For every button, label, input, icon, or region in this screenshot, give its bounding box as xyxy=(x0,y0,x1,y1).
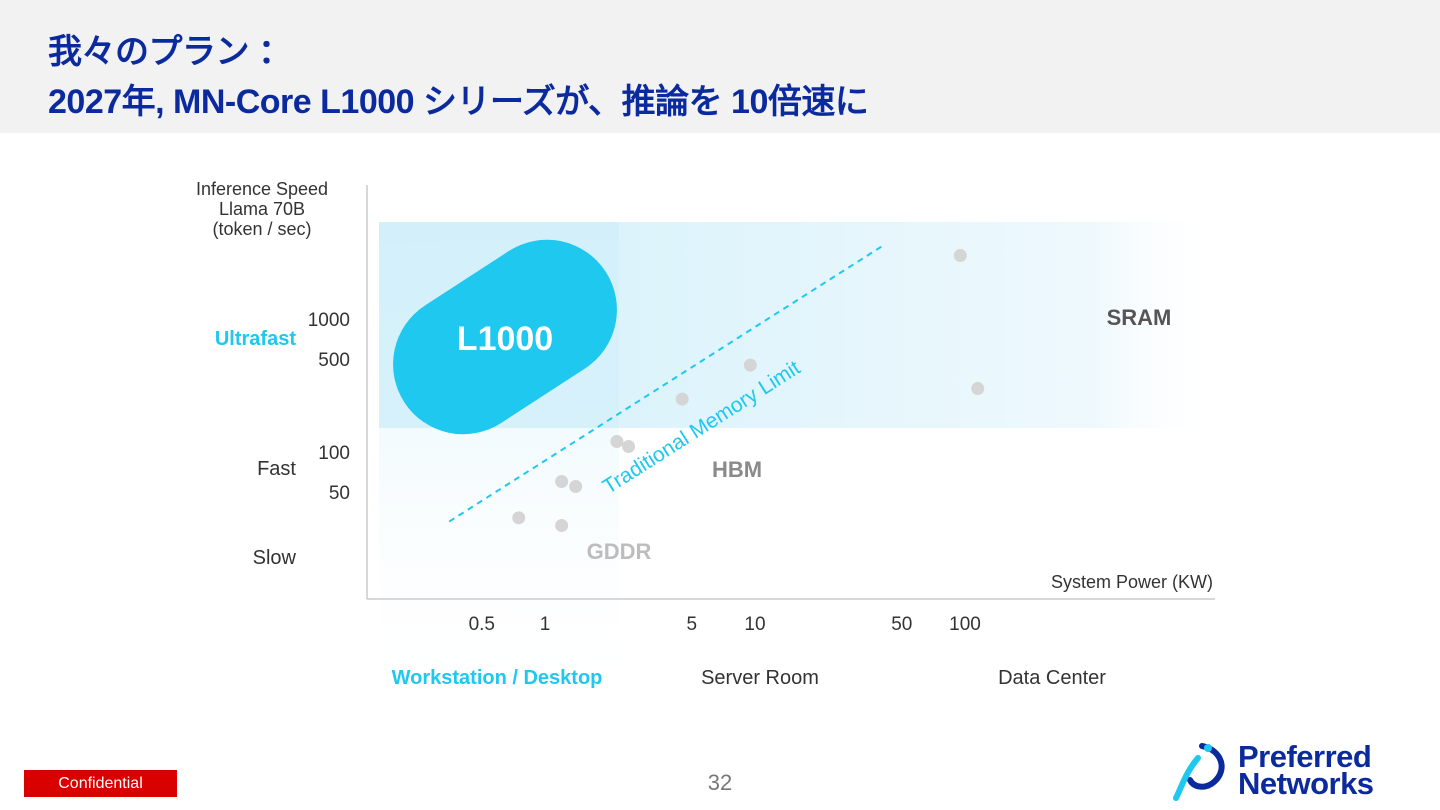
data-point-hbm xyxy=(622,439,636,453)
x-category-label: Data Center xyxy=(998,667,1106,689)
data-point-gddr xyxy=(555,475,569,489)
logo-text-line-2: Networks xyxy=(1238,766,1374,801)
data-point-sram xyxy=(953,249,967,263)
group-label-hbm: HBM xyxy=(712,457,762,482)
l1000-label: L1000 xyxy=(457,320,553,358)
x-tick-label: 0.5 xyxy=(469,614,495,635)
x-category-label: Workstation / Desktop xyxy=(392,667,603,689)
pfn-swirl-icon xyxy=(1173,743,1225,801)
slide-title-line-1: 我々のプラン ： xyxy=(48,33,292,71)
x-category-label: Server Room xyxy=(701,667,819,689)
trend-line xyxy=(448,245,882,523)
chart-card: Inference Speed Llama 70B (token / sec) 100… xyxy=(155,133,1285,733)
data-point-gddr xyxy=(555,519,569,533)
l1000-highlight-shape xyxy=(393,239,617,435)
y-axis-title-line: (token / sec) xyxy=(212,219,311,239)
group-label-sram: SRAM xyxy=(1107,305,1172,330)
x-axis-title: System Power (KW) xyxy=(1051,572,1213,592)
y-tick-label: 500 xyxy=(318,350,350,371)
company-logo: Preferred Networks xyxy=(1172,739,1422,802)
slide-title-line-2: 2027年, MN-Core L1000 シリーズが、推論を 10倍速に xyxy=(48,83,869,121)
data-point-sram xyxy=(971,382,985,396)
group-label-gddr: GDDR xyxy=(587,539,652,564)
y-category-label: Ultrafast xyxy=(215,328,296,350)
y-axis-title-line: Inference Speed xyxy=(196,179,328,199)
y-tick-label: 50 xyxy=(329,483,350,504)
confidential-badge: Confidential xyxy=(24,770,177,797)
page-number: 32 xyxy=(707,770,733,795)
logo-text-line-1: Preferred xyxy=(1238,739,1372,774)
title-band: 我々のプラン ： 2027年, MN-Core L1000 シリーズが、推論を … xyxy=(0,0,1440,133)
y-tick-label: 100 xyxy=(318,443,350,464)
data-point-hbm xyxy=(675,392,689,406)
x-tick-label: 1 xyxy=(540,614,551,635)
data-point-hbm xyxy=(610,434,624,448)
y-category-label: Fast xyxy=(257,458,296,480)
y-axis-title-line: Llama 70B xyxy=(219,199,305,219)
data-point-gddr xyxy=(512,511,526,525)
data-point-hbm xyxy=(743,358,757,372)
y-category-label: Slow xyxy=(253,547,297,569)
x-tick-label: 5 xyxy=(686,614,697,635)
data-point-gddr xyxy=(569,480,583,494)
x-tick-label: 50 xyxy=(891,614,912,635)
y-tick-label: 1000 xyxy=(308,310,350,331)
x-tick-label: 10 xyxy=(744,614,765,635)
x-tick-label: 100 xyxy=(949,614,981,635)
